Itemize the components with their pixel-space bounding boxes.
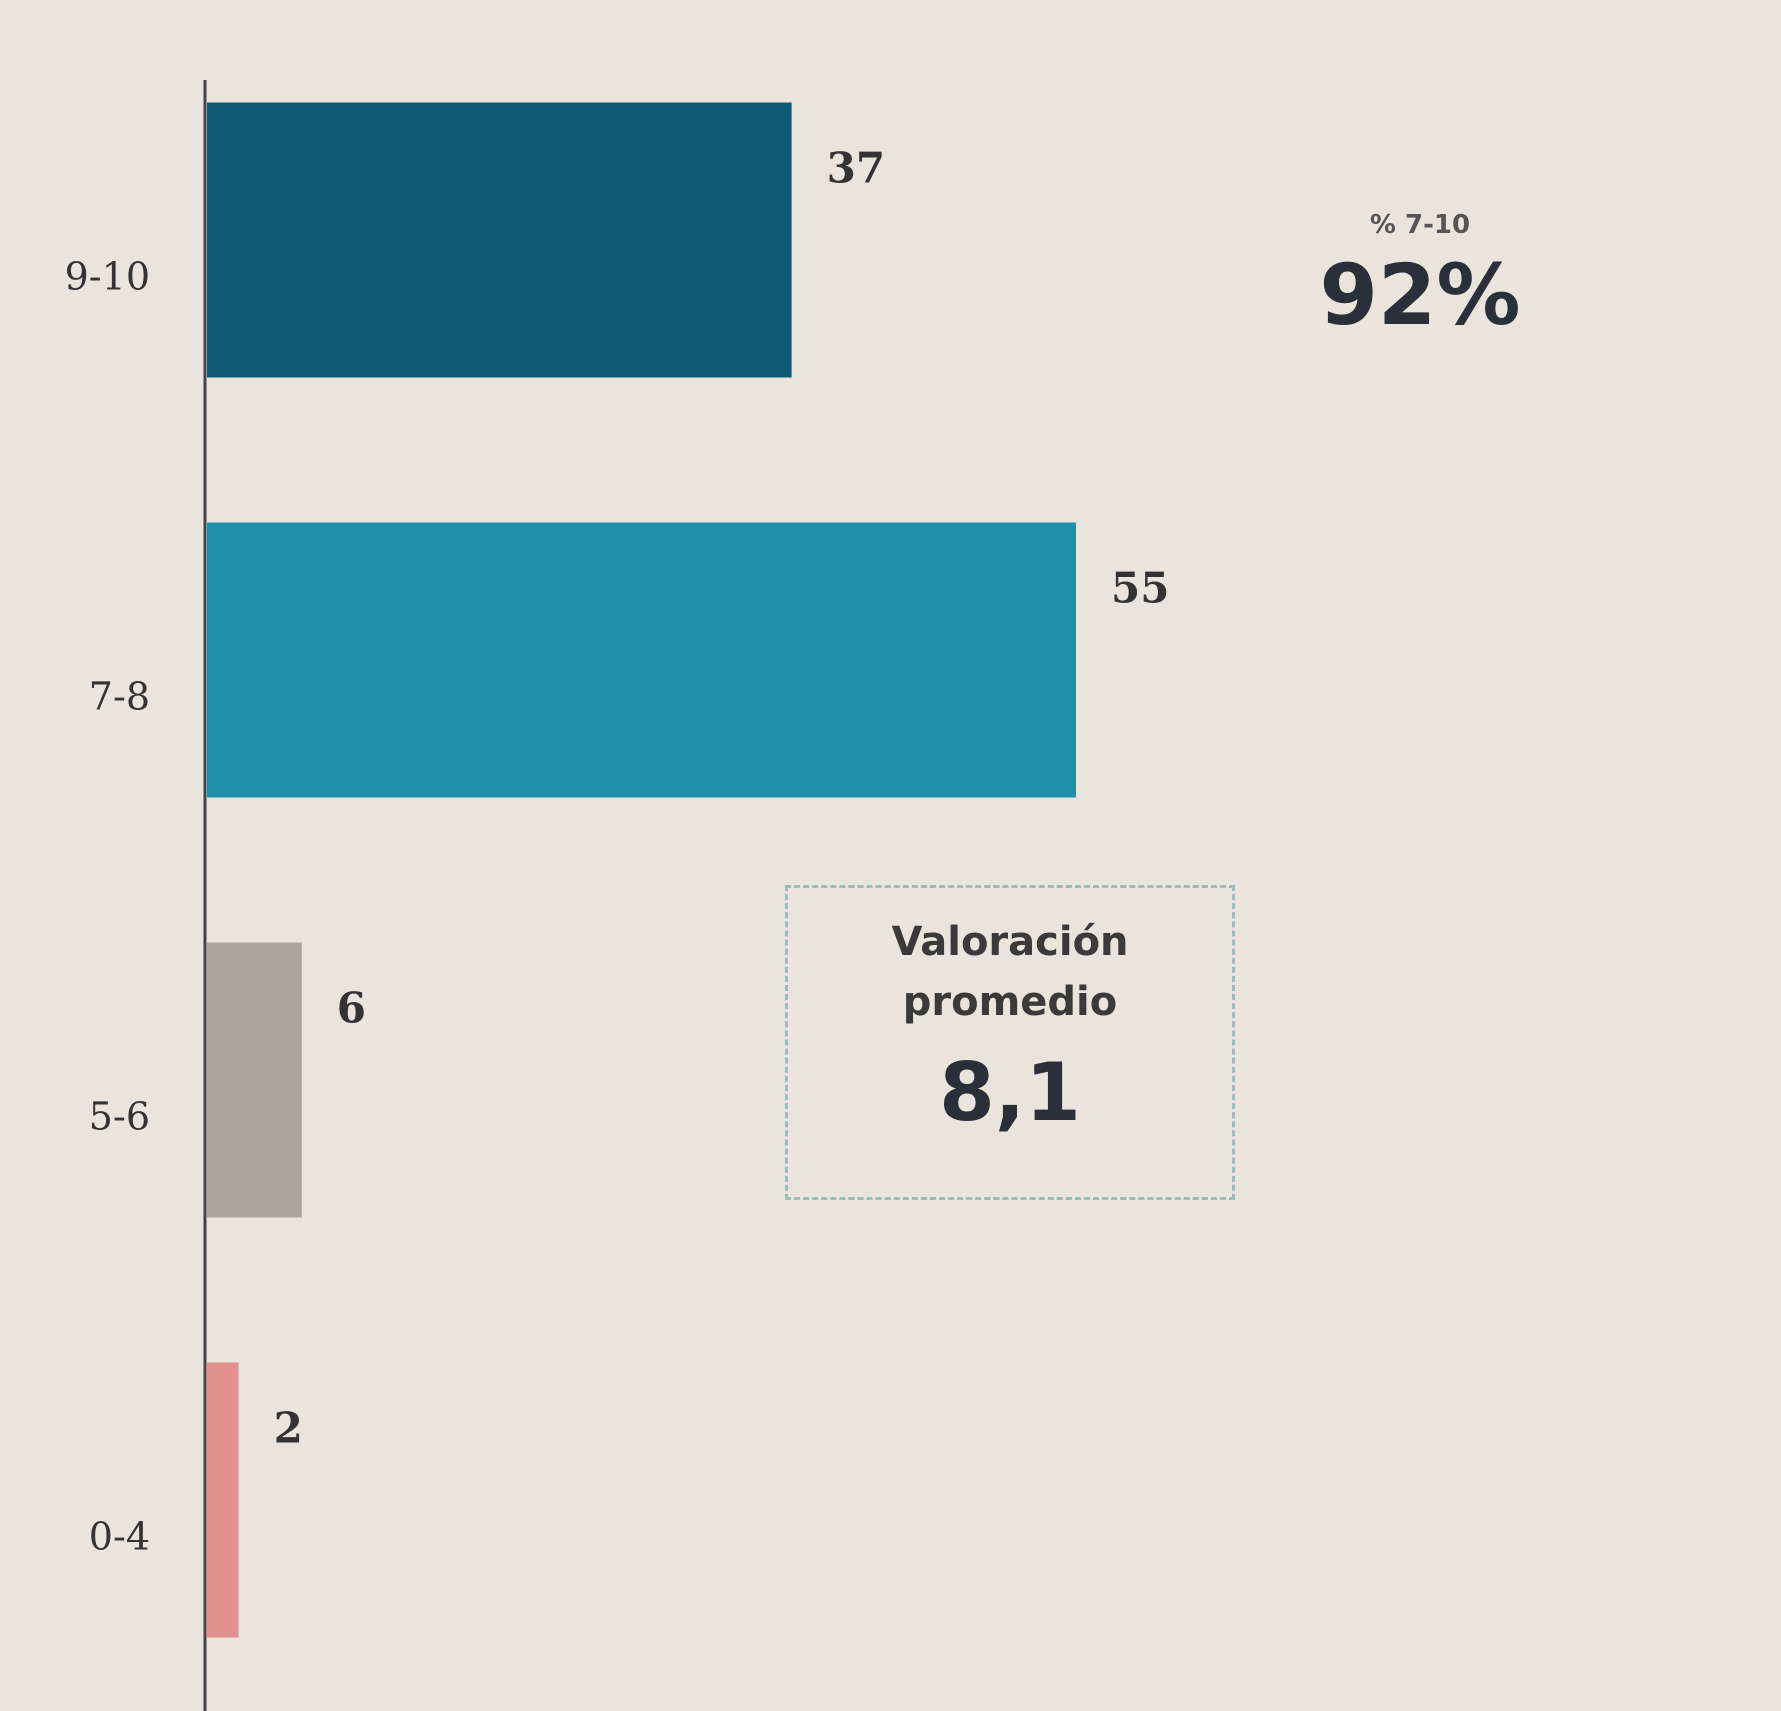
bar [207, 523, 1076, 798]
y-tick-label: 9-10 [65, 255, 150, 299]
annotation-box: % 7-10 92% [1290, 210, 1550, 344]
bar [207, 943, 302, 1218]
value-label: 6 [337, 983, 366, 1032]
page: 37 9-10 55 7-8 6 5-6 2 0-4 % 7-10 92% Valoració… [0, 0, 1781, 1711]
annotation-value: 8,1 [788, 1046, 1232, 1139]
value-label: 55 [1111, 563, 1169, 612]
y-tick-label: 5-6 [89, 1095, 150, 1139]
annotation-label: % 7-10 [1290, 210, 1550, 240]
value-label: 37 [827, 143, 885, 192]
annotation-label: Valoración promedio [880, 912, 1140, 1032]
annotation-box: Valoración promedio 8,1 [785, 885, 1235, 1200]
value-label: 2 [274, 1403, 303, 1452]
bar [207, 103, 792, 378]
bar [207, 1363, 239, 1638]
y-tick-label: 7-8 [89, 675, 150, 719]
annotation-value: 92% [1290, 246, 1550, 344]
y-tick-label: 0-4 [89, 1515, 150, 1559]
